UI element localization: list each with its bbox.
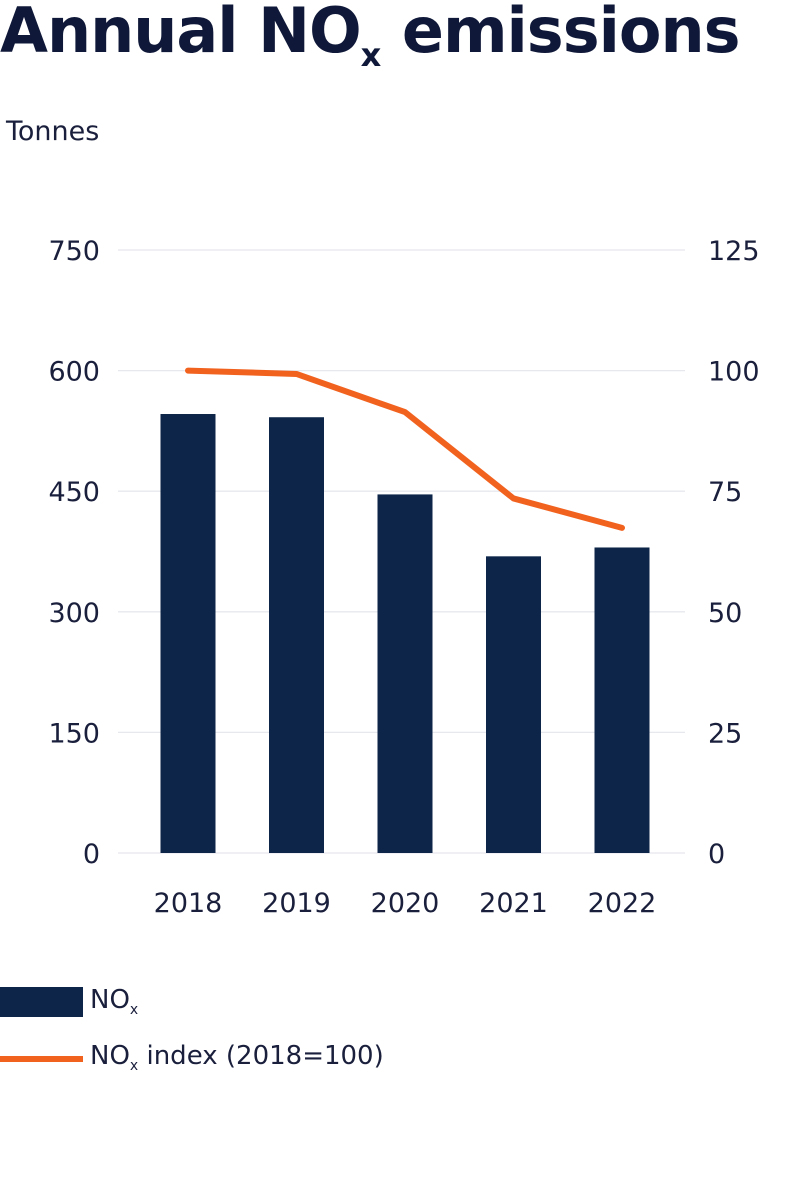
x-tick-label: 2020 (371, 888, 440, 919)
chart-title: Annual NOx emissions (0, 0, 741, 74)
x-tick-label: 2019 (262, 888, 331, 919)
y-right-tick-label: 50 (708, 598, 742, 629)
y-left-tick-label: 150 (48, 718, 100, 749)
y-right-tick-label: 0 (708, 839, 725, 870)
y-left-tick-label: 450 (48, 477, 100, 508)
bar (377, 494, 433, 853)
y-right-tick-label: 125 (708, 236, 760, 267)
legend-label-nox: NOx (90, 985, 139, 1018)
bar (486, 556, 541, 853)
bar (594, 547, 650, 853)
x-tick-label: 2018 (154, 888, 223, 919)
y-left-tick-label: 300 (48, 598, 100, 629)
y-right-tick-label: 75 (708, 477, 742, 508)
combo-chart: 0 0 150 25 300 50 450 75 600 100 750 125 2018 2019 202… (48, 236, 760, 919)
index-line (185, 367, 625, 531)
legend-swatch-bar (0, 987, 83, 1017)
legend-label-nox-index: NOx index (2018=100) (90, 1041, 384, 1074)
legend-swatch-line (0, 1056, 83, 1062)
bar (269, 417, 324, 853)
y-left-tick-label: 750 (48, 236, 100, 267)
y-right-tick-label: 100 (708, 357, 760, 388)
y-left-tick-label: 0 (83, 839, 100, 870)
x-tick-label: 2022 (588, 888, 657, 919)
x-tick-label: 2021 (479, 888, 548, 919)
y-axis-unit-label: Tonnes (6, 116, 100, 147)
y-left-tick-label: 600 (48, 357, 100, 388)
y-right-tick-label: 25 (708, 718, 742, 749)
bar (160, 414, 216, 853)
